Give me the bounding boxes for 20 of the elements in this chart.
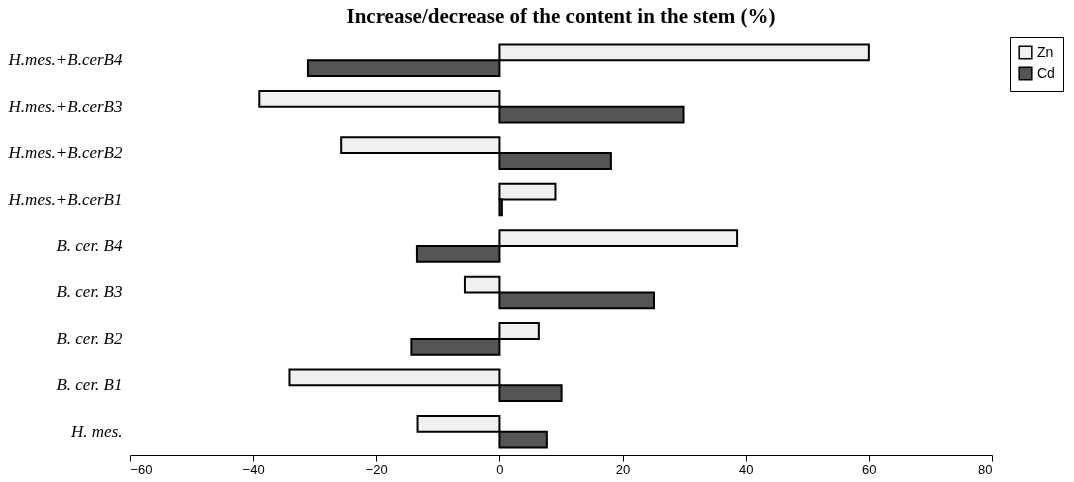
x-tick-label: −60 [130,461,153,477]
y-tick-label: H.mes.+B.cerB4 [7,50,123,70]
x-tick-label: −20 [365,461,388,477]
x-tick-label: 40 [738,461,754,477]
y-tick-label: H. mes. [70,421,123,441]
y-tick-label: B. cer. B2 [56,328,123,348]
x-tick-label: 0 [496,461,504,477]
y-tick-label: H.mes.+B.cerB1 [7,189,123,209]
y-tick-label: B. cer. B4 [56,236,123,255]
y-tick-label: H.mes.+B.cerB2 [7,143,123,163]
legend-label: Zn [1037,43,1054,60]
x-tick-label: −40 [242,461,265,477]
chart-title: Increase/decrease of the content in the stem (%) [346,4,776,28]
legend-label: Cd [1037,64,1055,81]
y-tick-label: B. cer. B3 [56,282,123,302]
y-tick-label: H.mes.+B.cerB3 [7,96,123,116]
x-tick-label: 60 [862,461,877,477]
y-tick-label: B. cer. B1 [56,375,123,395]
x-tick-label: 80 [978,461,993,477]
x-tick-label: 20 [615,461,631,477]
